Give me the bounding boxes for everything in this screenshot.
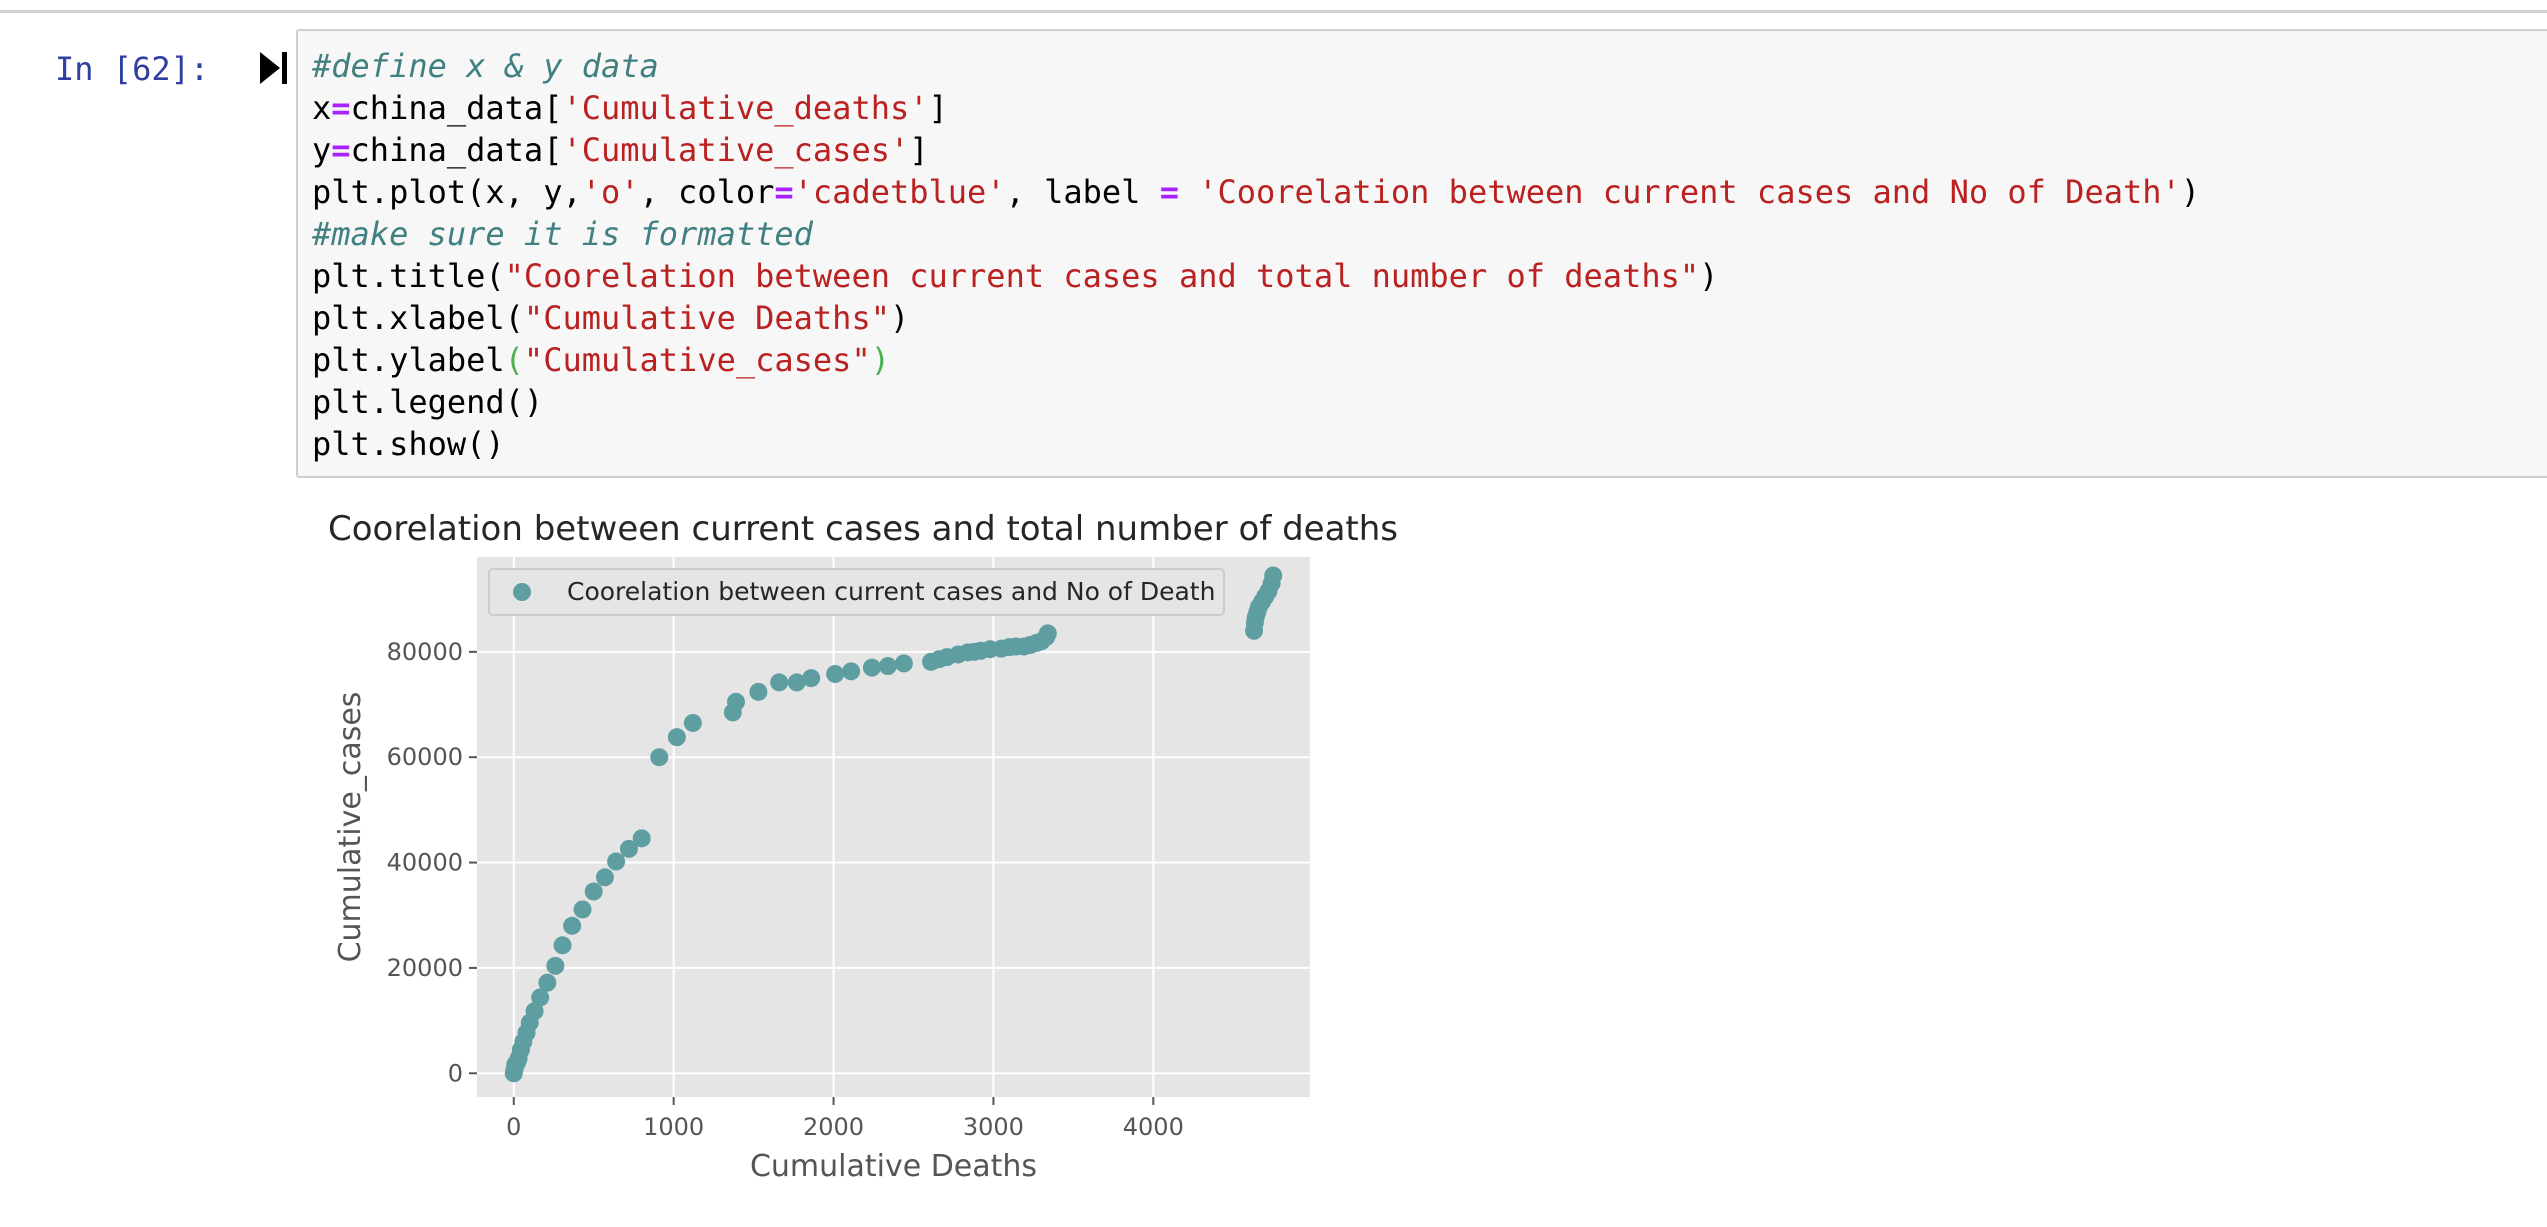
code-token: ) [889,299,910,337]
code-token: plt.xlabel( [312,299,524,337]
code-area[interactable]: #define x & y data x=china_data['Cumulati… [312,45,2200,465]
code-token: plt.legend() [312,383,544,421]
code-token: = [1159,173,1179,211]
code-token: ( [504,341,524,379]
code-token: = [331,131,351,169]
data-point [878,657,897,676]
code-line: x=china_data['Cumulative_deaths'] [312,87,2200,129]
data-point [563,916,582,935]
y-tick-label: 0 [448,1059,463,1087]
code-token: y [312,131,332,169]
code-token: 'o' [581,173,640,211]
code-token: , color [639,173,775,211]
code-line: plt.ylabel("Cumulative_cases") [312,339,2200,381]
data-point [802,669,821,688]
data-point [584,882,603,901]
data-point [595,868,614,887]
data-point [842,662,861,681]
data-point [749,682,768,701]
code-token: plt.show() [312,425,505,463]
code-line: plt.plot(x, y,'o', color='cadetblue', la… [312,171,2200,213]
code-token: , label [1005,173,1160,211]
code-token: ] [928,89,948,127]
y-axis-label: Cumulative_cases [333,692,368,963]
data-point [573,900,592,919]
code-cell-editor[interactable]: #define x & y data x=china_data['Cumulati… [296,29,2547,478]
legend-label: Coorelation between current cases and No… [567,577,1215,606]
data-point [727,692,746,711]
code-token: ) [870,341,890,379]
data-point [607,852,626,871]
data-point [619,839,638,858]
x-tick-label: 0 [506,1113,521,1141]
code-token: = [331,89,351,127]
cell-output: Coorelation between current cases and to… [320,500,1520,1200]
code-line: plt.show() [312,423,2200,465]
data-point [683,713,702,732]
code-token [1179,173,1198,211]
code-token: plt.title( [312,257,505,295]
code-token: ] [909,131,929,169]
y-tick-label: 80000 [387,638,463,666]
code-token: "Coorelation between current cases and t… [504,257,1700,295]
data-point [826,664,845,683]
code-token: "Cumulative_cases" [523,341,871,379]
code-line: #define x & y data [312,45,2200,87]
data-point [862,658,881,677]
code-token: 'Cumulative_cases' [562,131,910,169]
code-line: plt.legend() [312,381,2200,423]
data-point [632,829,651,848]
legend-marker [513,583,531,601]
code-token: ) [1699,257,1719,295]
code-token: #define x & y data [312,47,659,85]
code-line: y=china_data['Cumulative_cases'] [312,129,2200,171]
code-token: x [312,89,332,127]
x-tick-label: 4000 [1123,1113,1184,1141]
code-token: plt.ylabel [312,341,505,379]
data-point [650,748,669,767]
code-token: #make sure it is formatted [312,215,813,253]
code-token: "Cumulative Deaths" [523,299,890,337]
data-point [531,988,550,1007]
code-token: plt.plot(x, y, [312,173,582,211]
code-token: 'cadetblue' [793,173,1006,211]
x-tick-label: 2000 [803,1113,864,1141]
data-point [1264,566,1283,585]
x-tick-label: 3000 [963,1113,1024,1141]
data-point [538,973,557,992]
code-token: = [774,173,794,211]
data-point [894,654,913,673]
code-token: china_data[ [350,89,563,127]
plot-area [477,557,1310,1097]
cell-prompt: In [62]: [55,50,210,88]
code-token: ) [2180,173,2201,211]
code-line: plt.title("Coorelation between current c… [312,255,2200,297]
chart-title: Coorelation between current cases and to… [328,509,1398,549]
code-token: china_data[ [350,131,563,169]
y-tick-label: 20000 [387,954,463,982]
x-axis-label: Cumulative Deaths [750,1149,1037,1184]
code-line: plt.xlabel("Cumulative Deaths") [312,297,2200,339]
code-token: 'Coorelation between current cases and N… [1198,173,2181,211]
x-tick-label: 1000 [643,1113,704,1141]
y-tick-label: 40000 [387,849,463,877]
code-line: #make sure it is formatted [312,213,2200,255]
data-point [1038,624,1057,643]
run-step-icon[interactable] [258,50,288,86]
data-point [667,728,686,747]
code-token: 'Cumulative_deaths' [562,89,929,127]
top-divider [0,10,2547,13]
data-point [525,1002,544,1021]
data-point [553,936,572,955]
data-point [546,956,565,975]
data-point [770,673,789,692]
data-point [787,673,806,692]
scatter-chart: Coorelation between current cases and to… [328,509,1398,1184]
legend-box [488,568,1225,616]
y-tick-label: 60000 [387,743,463,771]
